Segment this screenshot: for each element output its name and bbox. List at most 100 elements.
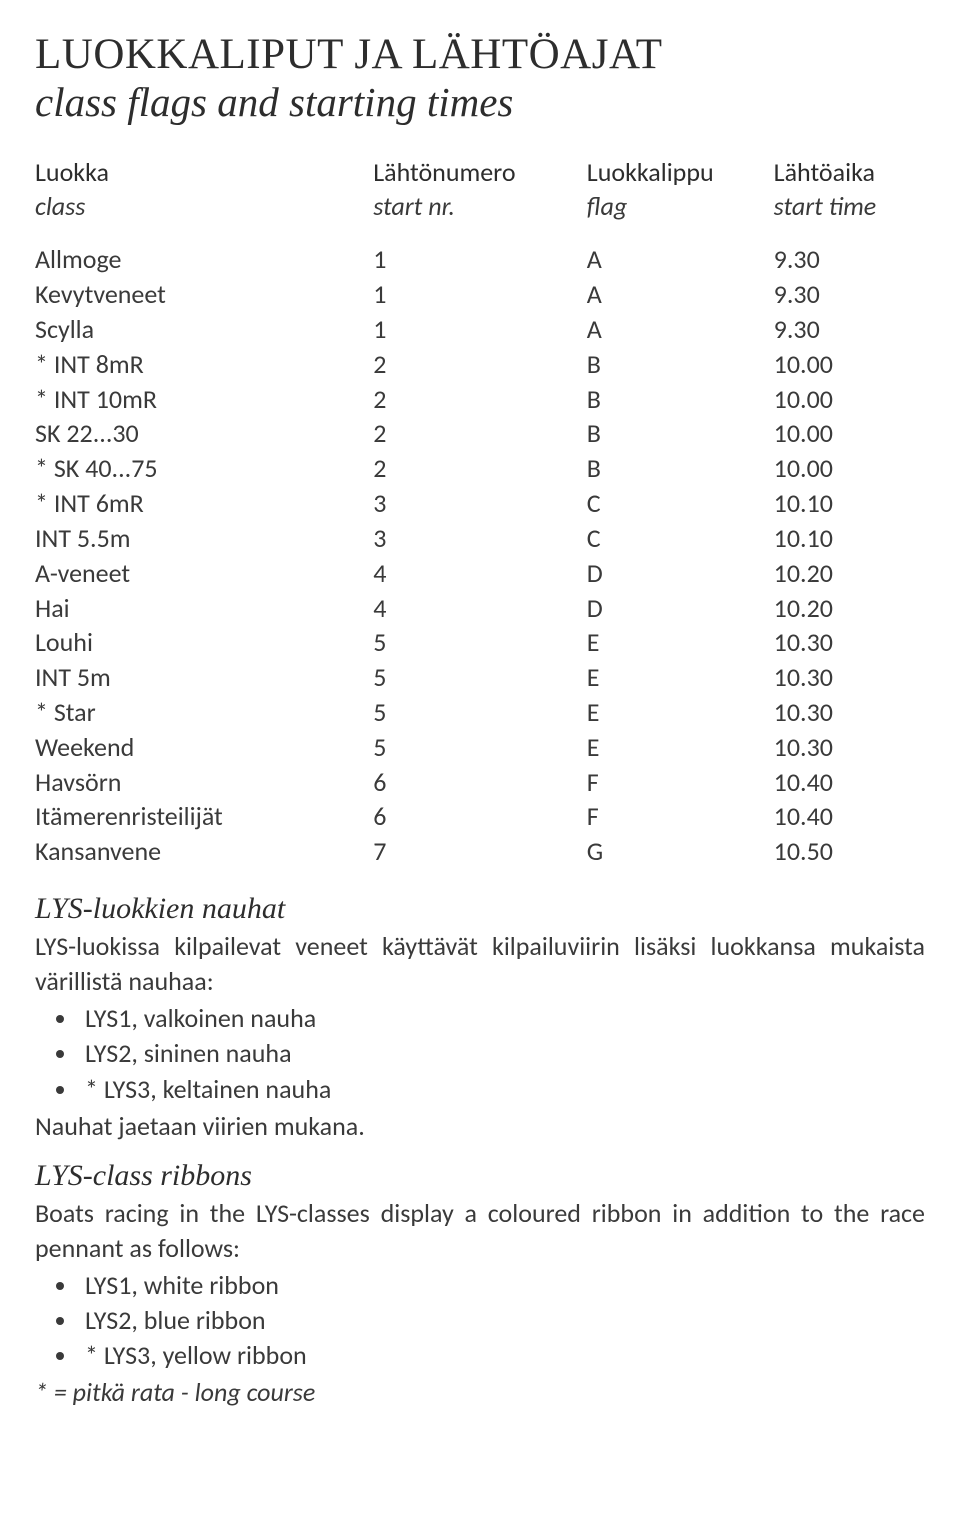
hdr-class-en: class [35,189,373,224]
cell-flag: A [587,312,774,347]
cell-nr: 5 [373,660,587,695]
cell-class: A-veneet [35,556,373,591]
lys-fi-intro: LYS-luokissa kilpailevat veneet käyttävä… [35,929,925,999]
cell-time: 10.10 [774,521,925,556]
cell-nr: 5 [373,625,587,660]
cell-flag: B [587,347,774,382]
table-row: * INT 10mR2B10.00 [35,382,925,417]
table-row: * SK 40...752B10.00 [35,451,925,486]
cell-nr: 7 [373,834,587,869]
cell-class: Allmoge [35,242,373,277]
hdr-flag-en: flag [587,189,774,224]
cell-nr: 4 [373,556,587,591]
cell-time: 10.00 [774,347,925,382]
table-row: Hai4D10.20 [35,591,925,626]
hdr-time-en: start time [774,189,925,224]
list-item: LYS2, blue ribbon [79,1303,925,1338]
table-row: Allmoge1A9.30 [35,242,925,277]
cell-flag: C [587,521,774,556]
cell-flag: C [587,486,774,521]
cell-flag: E [587,660,774,695]
cell-class: Louhi [35,625,373,660]
header-spacer [35,224,925,242]
main-title: LUOKKALIPUT JA LÄHTÖAJAT [35,30,925,79]
table-row: Itämerenristeilijät6F10.40 [35,799,925,834]
cell-nr: 6 [373,765,587,800]
cell-nr: 1 [373,242,587,277]
cell-class: Hai [35,591,373,626]
cell-time: 10.30 [774,730,925,765]
table-row: Kansanvene7G10.50 [35,834,925,869]
cell-class: Scylla [35,312,373,347]
cell-time: 9.30 [774,242,925,277]
list-item: LYS1, valkoinen nauha [79,1001,925,1036]
cell-flag: F [587,799,774,834]
hdr-nr-en: start nr. [373,189,587,224]
cell-class: * INT 10mR [35,382,373,417]
cell-flag: E [587,625,774,660]
cell-nr: 4 [373,591,587,626]
cell-nr: 3 [373,486,587,521]
cell-nr: 6 [373,799,587,834]
cell-time: 10.30 [774,695,925,730]
cell-class: Itämerenristeilijät [35,799,373,834]
cell-time: 10.20 [774,591,925,626]
cell-time: 10.20 [774,556,925,591]
list-item: LYS2, sininen nauha [79,1036,925,1071]
table-row: INT 5m5E10.30 [35,660,925,695]
cell-flag: B [587,416,774,451]
cell-nr: 1 [373,277,587,312]
cell-class: * SK 40...75 [35,451,373,486]
cell-time: 9.30 [774,277,925,312]
cell-time: 10.00 [774,382,925,417]
table-row: SK 22...302B10.00 [35,416,925,451]
table-row: INT 5.5m3C10.10 [35,521,925,556]
cell-flag: F [587,765,774,800]
cell-flag: A [587,277,774,312]
cell-time: 10.00 [774,416,925,451]
starting-times-table: Luokka Lähtönumero Luokkalippu Lähtöaika… [35,155,925,870]
lys-fi-heading: LYS-luokkien nauhat [35,891,925,927]
table-row: * INT 8mR2B10.00 [35,347,925,382]
lys-en-heading: LYS-class ribbons [35,1158,925,1194]
table-row: * INT 6mR3C10.10 [35,486,925,521]
cell-flag: E [587,730,774,765]
cell-time: 10.40 [774,765,925,800]
cell-flag: D [587,556,774,591]
hdr-flag-fi: Luokkalippu [587,155,774,190]
cell-nr: 1 [373,312,587,347]
subtitle: class flags and starting times [35,79,925,126]
table-row: A-veneet4D10.20 [35,556,925,591]
table-header-fi: Luokka Lähtönumero Luokkalippu Lähtöaika [35,155,925,190]
cell-class: Kansanvene [35,834,373,869]
lys-en-intro: Boats racing in the LYS-classes display … [35,1196,925,1266]
cell-class: INT 5.5m [35,521,373,556]
table-row: Weekend5E10.30 [35,730,925,765]
footnote: * = pitkä rata - long course [35,1375,925,1410]
table-header-en: class start nr. flag start time [35,189,925,224]
cell-time: 10.10 [774,486,925,521]
cell-nr: 2 [373,382,587,417]
lys-fi-after: Nauhat jaetaan viirien mukana. [35,1109,925,1144]
cell-nr: 3 [373,521,587,556]
cell-flag: B [587,451,774,486]
cell-class: * INT 8mR [35,347,373,382]
cell-flag: D [587,591,774,626]
hdr-nr-fi: Lähtönumero [373,155,587,190]
list-item: * LYS3, yellow ribbon [79,1338,925,1373]
cell-class: Weekend [35,730,373,765]
table-row: Havsörn6F10.40 [35,765,925,800]
lys-en-list: LYS1, white ribbonLYS2, blue ribbon* LYS… [35,1268,925,1373]
lys-fi-list: LYS1, valkoinen nauhaLYS2, sininen nauha… [35,1001,925,1106]
cell-time: 10.30 [774,660,925,695]
cell-class: INT 5m [35,660,373,695]
cell-flag: E [587,695,774,730]
hdr-time-fi: Lähtöaika [774,155,925,190]
hdr-class-fi: Luokka [35,155,373,190]
cell-nr: 2 [373,451,587,486]
cell-nr: 2 [373,347,587,382]
table-row: Scylla1A9.30 [35,312,925,347]
cell-time: 10.40 [774,799,925,834]
list-item: * LYS3, keltainen nauha [79,1072,925,1107]
cell-class: SK 22...30 [35,416,373,451]
